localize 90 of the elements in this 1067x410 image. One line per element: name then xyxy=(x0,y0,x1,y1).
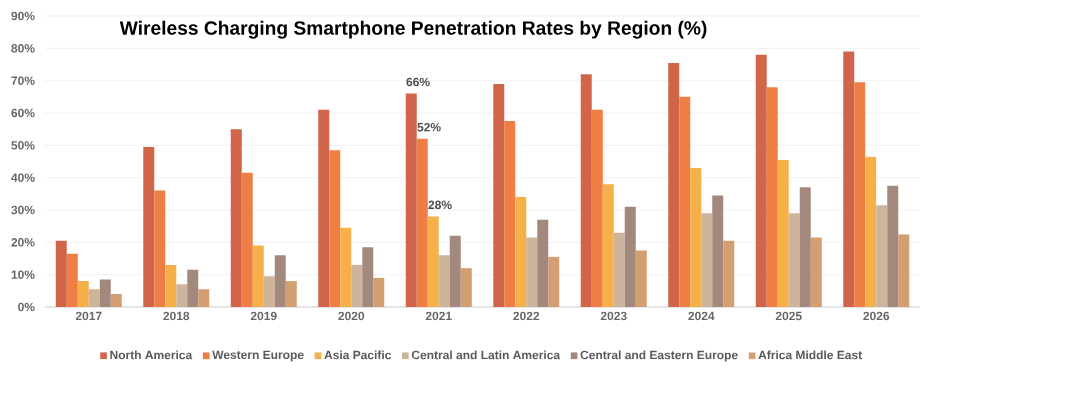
y-tick-label: 70% xyxy=(11,76,35,85)
bar xyxy=(865,156,877,307)
y-tick-label: 30% xyxy=(11,205,35,215)
legend-label: Central and Eastern Europe xyxy=(580,350,738,362)
bar xyxy=(613,232,625,307)
bar xyxy=(99,279,111,307)
y-tick-label: 60% xyxy=(11,108,35,118)
bar xyxy=(712,195,724,307)
legend-label: Western Europe xyxy=(212,350,304,362)
data-label: 52% xyxy=(417,122,441,132)
bar xyxy=(329,150,341,307)
bar xyxy=(427,216,439,307)
bar xyxy=(723,240,735,307)
x-tick-label: 2020 xyxy=(338,311,365,321)
x-tick-label: 2021 xyxy=(425,311,452,321)
bar xyxy=(405,93,417,307)
bar xyxy=(274,255,286,307)
data-label: 28% xyxy=(428,200,452,210)
legend-label: Africa Middle East xyxy=(758,350,862,360)
bar xyxy=(843,51,855,307)
y-tick-label: 50% xyxy=(11,141,35,150)
bar xyxy=(591,109,603,307)
y-tick-label: 20% xyxy=(11,238,35,247)
bar xyxy=(187,269,199,307)
bar xyxy=(701,213,713,307)
bar xyxy=(154,190,166,307)
bar xyxy=(416,138,428,307)
bar xyxy=(898,234,910,307)
bar xyxy=(690,167,702,307)
x-tick-label: 2017 xyxy=(75,311,102,321)
bar xyxy=(766,87,778,307)
bar xyxy=(755,54,767,307)
bar xyxy=(198,289,210,307)
x-tick-label: 2026 xyxy=(863,311,890,321)
x-tick-label: 2019 xyxy=(250,311,277,321)
bar xyxy=(887,185,899,307)
chart-title: Wireless Charging Smartphone Penetration Rates by Region (%) xyxy=(119,20,707,39)
legend-label: North America xyxy=(110,350,193,360)
data-label: 66% xyxy=(406,77,430,87)
bar xyxy=(88,289,100,307)
bar xyxy=(77,281,89,307)
bar xyxy=(449,235,461,307)
bar xyxy=(252,245,264,307)
x-tick-label: 2024 xyxy=(688,311,715,321)
y-tick-label: 90% xyxy=(11,11,35,21)
bar xyxy=(230,129,242,307)
bar xyxy=(351,264,363,307)
bar xyxy=(624,206,636,307)
bar xyxy=(580,74,592,307)
bar xyxy=(373,277,385,307)
bar xyxy=(876,205,888,307)
legend-label: Asia Pacific xyxy=(324,350,392,360)
x-tick-label: 2022 xyxy=(513,311,540,321)
bar xyxy=(548,256,560,307)
bar xyxy=(679,96,691,307)
y-tick-label: 10% xyxy=(11,270,35,279)
bar xyxy=(285,281,297,307)
bar xyxy=(55,240,67,307)
bar xyxy=(602,184,614,307)
bar xyxy=(176,284,188,307)
bar xyxy=(165,264,177,307)
bar xyxy=(460,268,472,307)
bar xyxy=(362,247,374,307)
y-tick-label: 0% xyxy=(18,302,35,312)
bar xyxy=(799,187,811,307)
bar xyxy=(340,227,352,307)
bar xyxy=(526,237,538,307)
bar xyxy=(854,82,866,307)
legend-label: Central and Latin America xyxy=(411,350,561,360)
bar xyxy=(66,253,78,307)
bar xyxy=(515,197,527,307)
bar xyxy=(668,62,680,307)
bar xyxy=(635,250,647,307)
bar xyxy=(438,255,450,307)
bar xyxy=(143,146,155,307)
bar xyxy=(537,219,549,307)
bar xyxy=(777,159,789,307)
x-tick-label: 2025 xyxy=(775,311,802,321)
y-tick-label: 40% xyxy=(11,173,35,182)
bar xyxy=(110,294,122,307)
x-tick-label: 2018 xyxy=(163,311,190,321)
bar xyxy=(241,172,253,307)
x-tick-label: 2023 xyxy=(600,311,627,321)
bar xyxy=(788,213,800,307)
bar xyxy=(493,83,505,307)
y-tick-label: 80% xyxy=(11,44,35,53)
bar xyxy=(810,237,822,307)
bar xyxy=(504,121,516,307)
bar xyxy=(318,109,330,307)
bar xyxy=(263,276,275,307)
